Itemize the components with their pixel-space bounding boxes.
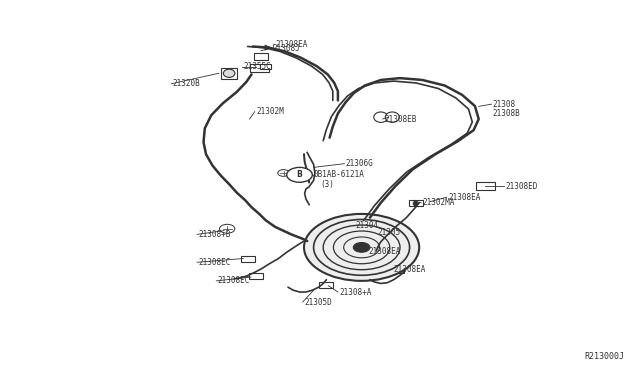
Text: 21320B: 21320B xyxy=(173,79,200,88)
Text: B: B xyxy=(297,170,302,179)
FancyBboxPatch shape xyxy=(260,64,271,69)
Ellipse shape xyxy=(385,112,399,122)
FancyBboxPatch shape xyxy=(254,53,268,60)
FancyBboxPatch shape xyxy=(476,182,495,190)
Text: (3): (3) xyxy=(320,180,334,189)
Text: 21305D: 21305D xyxy=(304,298,332,307)
Text: 21308EA: 21308EA xyxy=(394,265,426,274)
Circle shape xyxy=(287,167,312,182)
FancyBboxPatch shape xyxy=(250,64,269,72)
Text: 21355C: 21355C xyxy=(243,62,271,71)
Text: 21308+B: 21308+B xyxy=(198,230,231,239)
Text: 21308+A: 21308+A xyxy=(339,288,372,296)
Ellipse shape xyxy=(374,112,388,122)
Text: 21308J: 21308J xyxy=(272,44,300,53)
Text: 21308EC: 21308EC xyxy=(218,276,250,285)
Text: 21305: 21305 xyxy=(378,228,401,237)
Text: 21302M: 21302M xyxy=(256,107,284,116)
Circle shape xyxy=(220,224,235,233)
Ellipse shape xyxy=(223,69,235,77)
Text: 21308B: 21308B xyxy=(493,109,520,118)
Text: 21308EA: 21308EA xyxy=(368,247,401,256)
Text: 0B1AB-6121A: 0B1AB-6121A xyxy=(314,170,364,179)
Text: 21308EB: 21308EB xyxy=(384,115,417,124)
Text: 21308ED: 21308ED xyxy=(506,182,538,190)
FancyBboxPatch shape xyxy=(249,273,263,279)
Text: 21308EA: 21308EA xyxy=(275,40,308,49)
Text: R213000J: R213000J xyxy=(584,352,624,361)
Text: 21306G: 21306G xyxy=(346,159,373,168)
Text: 21302MA: 21302MA xyxy=(422,198,455,207)
Text: 21308EA: 21308EA xyxy=(448,193,481,202)
Circle shape xyxy=(304,214,419,281)
Text: 21308EC: 21308EC xyxy=(198,258,231,267)
FancyBboxPatch shape xyxy=(390,267,404,273)
Text: 21304: 21304 xyxy=(355,221,378,230)
Circle shape xyxy=(278,170,289,176)
Circle shape xyxy=(353,243,370,252)
Text: 21308: 21308 xyxy=(493,100,516,109)
FancyBboxPatch shape xyxy=(319,282,333,288)
FancyBboxPatch shape xyxy=(241,256,255,262)
FancyBboxPatch shape xyxy=(221,68,237,79)
FancyBboxPatch shape xyxy=(409,200,423,206)
